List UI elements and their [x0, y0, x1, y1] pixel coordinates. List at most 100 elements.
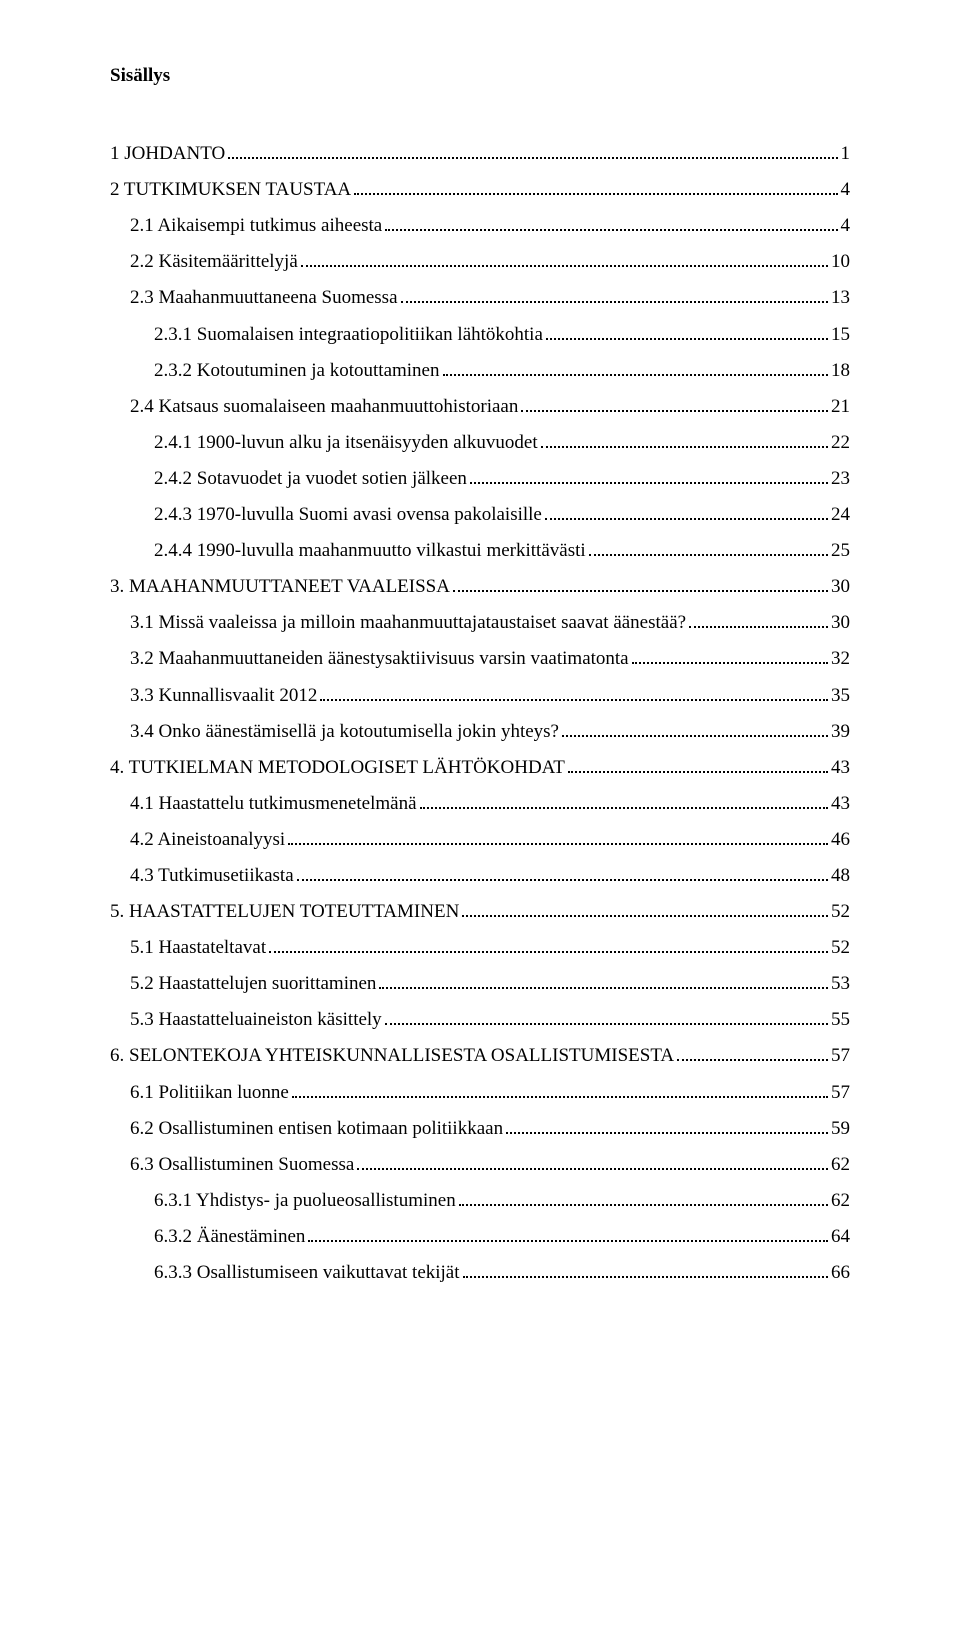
toc-entry-label: 1 JOHDANTO	[110, 136, 225, 172]
toc-entry-label: 6.3.3 Osallistumiseen vaikuttavat tekijä…	[154, 1255, 460, 1291]
toc-entry-page: 59	[831, 1111, 850, 1147]
toc-entry-page: 57	[831, 1075, 850, 1111]
toc-entry-page: 21	[831, 389, 850, 425]
toc-dot-leader	[562, 718, 828, 736]
toc-entry-page: 64	[831, 1219, 850, 1255]
toc-heading: Sisällys	[110, 58, 850, 94]
toc-entry-page: 35	[831, 678, 850, 714]
toc-dot-leader	[308, 1224, 828, 1242]
toc-entry-label: 4.2 Aineistoanalyysi	[130, 822, 285, 858]
toc-entry: 2.4.1 1900-luvun alku ja itsenäisyyden a…	[110, 425, 850, 461]
toc-entry-page: 4	[841, 208, 851, 244]
toc-entry: 4. TUTKIELMAN METODOLOGISET LÄHTÖKOHDAT …	[110, 750, 850, 786]
toc-entry-label: 5.3 Haastatteluaineiston käsittely	[130, 1002, 382, 1038]
toc-entry-label: 5.1 Haastateltavat	[130, 930, 266, 966]
toc-dot-leader	[354, 177, 837, 195]
toc-entry-page: 15	[831, 317, 850, 353]
toc-entry-label: 3.4 Onko äänestämisellä ja kotoutumisell…	[130, 714, 559, 750]
toc-entry-page: 32	[831, 641, 850, 677]
toc-entry: 2.4.2 Sotavuodet ja vuodet sotien jälkee…	[110, 461, 850, 497]
toc-entry-label: 2.2 Käsitemäärittelyjä	[130, 244, 298, 280]
toc-entry: 2.1 Aikaisempi tutkimus aiheesta 4	[110, 208, 850, 244]
toc-entry: 2.3.2 Kotoutuminen ja kotouttaminen 18	[110, 353, 850, 389]
toc-entry: 2.3.1 Suomalaisen integraatiopolitiikan …	[110, 317, 850, 353]
toc-entry-label: 2.4.4 1990-luvulla maahanmuutto vilkastu…	[154, 533, 586, 569]
toc-entry: 4.3 Tutkimusetiikasta 48	[110, 858, 850, 894]
toc-entry: 5.2 Haastattelujen suorittaminen 53	[110, 966, 850, 1002]
toc-dot-leader	[420, 791, 828, 809]
toc-entry-label: 6.3 Osallistuminen Suomessa	[130, 1147, 354, 1183]
toc-entry: 2.4.3 1970-luvulla Suomi avasi ovensa pa…	[110, 497, 850, 533]
toc-entry: 6.1 Politiikan luonne 57	[110, 1075, 850, 1111]
toc-entry-page: 53	[831, 966, 850, 1002]
toc-entry-label: 5. HAASTATTELUJEN TOTEUTTAMINEN	[110, 894, 459, 930]
toc-entry-page: 52	[831, 894, 850, 930]
toc-dot-leader	[320, 682, 828, 700]
toc-dot-leader	[506, 1115, 828, 1133]
toc-entry-page: 1	[841, 136, 851, 172]
toc-entry: 3.2 Maahanmuuttaneiden äänestysaktiivisu…	[110, 641, 850, 677]
toc-entry-label: 6.3.1 Yhdistys- ja puolueosallistuminen	[154, 1183, 456, 1219]
toc-dot-leader	[379, 971, 828, 989]
toc-entry-label: 4.1 Haastattelu tutkimusmenetelmänä	[130, 786, 417, 822]
toc-entry-label: 2.4.1 1900-luvun alku ja itsenäisyyden a…	[154, 425, 538, 461]
toc-dot-leader	[462, 899, 828, 917]
toc-entry: 5.3 Haastatteluaineiston käsittely 55	[110, 1002, 850, 1038]
toc-entry: 3. MAAHANMUUTTANEET VAALEISSA 30	[110, 569, 850, 605]
page: Sisällys 1 JOHDANTO 1 2 TUTKIMUKSEN TAUST…	[0, 0, 960, 1639]
toc-entry-page: 55	[831, 1002, 850, 1038]
toc-dot-leader	[385, 213, 837, 231]
toc-entry-label: 5.2 Haastattelujen suorittaminen	[130, 966, 376, 1002]
toc-entry: 5.1 Haastateltavat 52	[110, 930, 850, 966]
toc-entry-label: 3.2 Maahanmuuttaneiden äänestysaktiivisu…	[130, 641, 629, 677]
toc-entry: 2.2 Käsitemäärittelyjä 10	[110, 244, 850, 280]
toc-dot-leader	[292, 1079, 828, 1097]
toc-entry: 4.1 Haastattelu tutkimusmenetelmänä 43	[110, 786, 850, 822]
toc-dot-leader	[385, 1007, 828, 1025]
toc-entry-page: 39	[831, 714, 850, 750]
toc-entry-page: 57	[831, 1038, 850, 1074]
toc-entry-label: 2.1 Aikaisempi tutkimus aiheesta	[130, 208, 382, 244]
toc-entry-page: 13	[831, 280, 850, 316]
toc-spacer	[110, 120, 850, 136]
toc-list: 1 JOHDANTO 12 TUTKIMUKSEN TAUSTAA 42.1 A…	[110, 120, 850, 1291]
toc-entry: 6.2 Osallistuminen entisen kotimaan poli…	[110, 1111, 850, 1147]
toc-dot-leader	[546, 321, 828, 339]
toc-dot-leader	[589, 538, 828, 556]
toc-entry-page: 4	[841, 172, 851, 208]
toc-entry: 6.3.3 Osallistumiseen vaikuttavat tekijä…	[110, 1255, 850, 1291]
toc-entry-label: 2.4.3 1970-luvulla Suomi avasi ovensa pa…	[154, 497, 542, 533]
toc-entry-label: 3.3 Kunnallisvaalit 2012	[130, 678, 317, 714]
toc-entry-label: 6.3.2 Äänestäminen	[154, 1219, 305, 1255]
toc-entry-label: 2 TUTKIMUKSEN TAUSTAA	[110, 172, 351, 208]
toc-dot-leader	[632, 646, 828, 664]
toc-dot-leader	[228, 141, 837, 159]
toc-dot-leader	[269, 935, 828, 953]
toc-entry-page: 24	[831, 497, 850, 533]
toc-entry: 2.3 Maahanmuuttaneena Suomessa 13	[110, 280, 850, 316]
toc-entry-page: 62	[831, 1183, 850, 1219]
toc-entry-label: 6.2 Osallistuminen entisen kotimaan poli…	[130, 1111, 503, 1147]
toc-entry-label: 2.3.2 Kotoutuminen ja kotouttaminen	[154, 353, 440, 389]
toc-dot-leader	[541, 430, 828, 448]
toc-dot-leader	[568, 755, 828, 773]
toc-entry-page: 48	[831, 858, 850, 894]
toc-entry-page: 43	[831, 786, 850, 822]
toc-entry-label: 6. SELONTEKOJA YHTEISKUNNALLISESTA OSALL…	[110, 1038, 674, 1074]
toc-entry: 4.2 Aineistoanalyysi 46	[110, 822, 850, 858]
toc-entry-page: 52	[831, 930, 850, 966]
toc-entry: 3.3 Kunnallisvaalit 2012 35	[110, 678, 850, 714]
toc-entry-page: 30	[831, 605, 850, 641]
toc-entry-page: 22	[831, 425, 850, 461]
toc-entry-label: 2.3.1 Suomalaisen integraatiopolitiikan …	[154, 317, 543, 353]
toc-entry-page: 10	[831, 244, 850, 280]
toc-dot-leader	[689, 610, 828, 628]
toc-dot-leader	[521, 394, 828, 412]
toc-entry: 6.3.1 Yhdistys- ja puolueosallistuminen …	[110, 1183, 850, 1219]
toc-entry-page: 23	[831, 461, 850, 497]
toc-entry: 2.4 Katsaus suomalaiseen maahanmuuttohis…	[110, 389, 850, 425]
toc-dot-leader	[677, 1043, 828, 1061]
toc-dot-leader	[545, 502, 828, 520]
toc-entry-page: 62	[831, 1147, 850, 1183]
toc-dot-leader	[288, 827, 828, 845]
